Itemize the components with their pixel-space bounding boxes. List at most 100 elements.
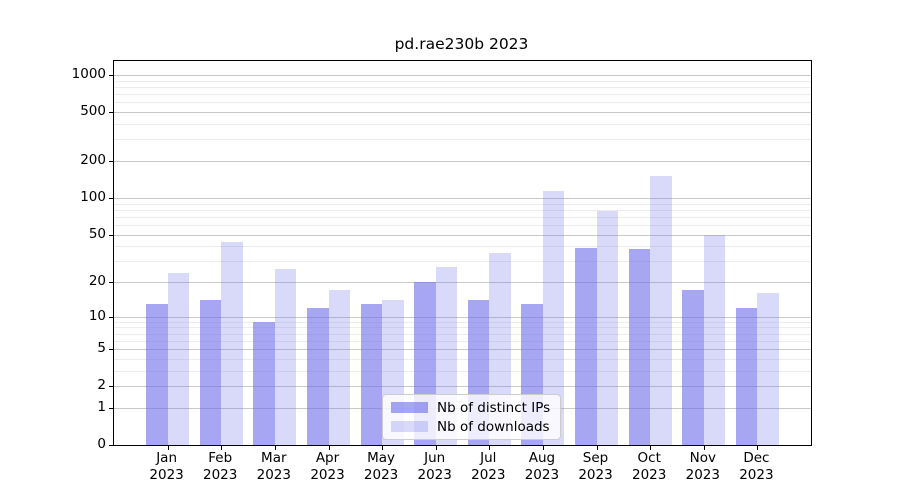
y-axis-tick-label: 10 (88, 307, 106, 324)
y-axis-tick-label: 1000 (71, 66, 106, 82)
gridline-minor (114, 340, 811, 342)
bar-downloads (757, 293, 779, 445)
gridline-minor (114, 261, 811, 263)
gridline-major (114, 386, 811, 388)
legend-label-distinct-ips: Nb of distinct IPs (437, 399, 551, 416)
gridline-minor (114, 203, 811, 205)
y-tick-mark (109, 282, 114, 283)
x-tick-mark (703, 445, 705, 450)
x-axis-tick-label: Jan 2023 (149, 450, 184, 484)
gridline-minor (114, 124, 811, 125)
gridline-minor (114, 333, 811, 335)
y-tick-mark (109, 75, 114, 76)
gridline-minor (114, 216, 811, 218)
plot-area: Nb of distinct IPs Nb of downloads (109, 60, 812, 450)
gridline-major (114, 349, 811, 351)
x-tick-mark (435, 445, 437, 450)
x-tick-mark (382, 445, 384, 450)
y-axis-tick-label: 0 (97, 436, 106, 452)
x-axis-tick-label: Jul 2023 (471, 450, 506, 484)
x-tick-mark (274, 445, 276, 450)
x-tick-mark (542, 445, 544, 450)
gridline-minor (114, 80, 811, 82)
x-tick-mark (221, 445, 223, 450)
legend-entry-downloads: Nb of downloads (391, 418, 550, 435)
y-axis-tick-label: 50 (88, 225, 106, 242)
y-tick-mark (109, 445, 114, 446)
bar-distinct-ips (735, 307, 758, 445)
y-axis-tick-label: 20 (88, 273, 106, 289)
bar-distinct-ips (253, 321, 275, 445)
bar-downloads (328, 290, 350, 445)
gridline-minor (114, 224, 811, 226)
x-axis-tick-label: May 2023 (363, 450, 399, 484)
y-tick-mark (109, 316, 114, 318)
bar-distinct-ips (199, 300, 222, 445)
legend-swatch-downloads (391, 421, 428, 432)
y-tick-mark (109, 349, 114, 351)
y-axis-tick-label: 200 (80, 152, 106, 168)
x-tick-mark (167, 445, 169, 450)
y-axis-tick-label: 5 (97, 340, 106, 357)
gridline-minor (114, 370, 811, 372)
y-axis-tick-label: 500 (80, 103, 106, 120)
gridline-minor (114, 139, 811, 141)
gridline-minor (114, 209, 811, 211)
bar-distinct-ips (575, 247, 597, 445)
bar-distinct-ips (307, 307, 329, 445)
gridline-minor (114, 327, 811, 329)
y-tick-mark (109, 234, 114, 236)
x-axis-tick-label: Apr 2023 (310, 450, 345, 484)
gridline-minor (114, 87, 811, 88)
bar-downloads (542, 190, 565, 445)
bar-distinct-ips (682, 290, 704, 445)
x-tick-mark (757, 445, 759, 450)
gridline-minor (114, 102, 811, 104)
chart-title: pd.rae230b 2023 (394, 35, 529, 53)
bar-downloads (703, 234, 726, 445)
gridline-major (114, 282, 811, 283)
y-tick-mark (109, 161, 114, 162)
gridline-minor (114, 321, 811, 323)
gridline-major (114, 197, 811, 199)
bar-distinct-ips (360, 303, 383, 445)
gridline-major (114, 112, 811, 114)
bar-downloads (274, 268, 297, 445)
gridline-minor (114, 94, 811, 96)
x-axis-tick-label: Feb 2023 (203, 450, 238, 484)
x-tick-mark (596, 445, 598, 450)
x-axis-tick-label: Aug 2023 (524, 450, 560, 484)
y-tick-mark (109, 112, 114, 114)
y-axis-tick-label: 100 (80, 188, 106, 205)
y-axis-tick-label: 1 (97, 398, 106, 415)
y-tick-mark (109, 197, 114, 199)
gridline-major (114, 75, 811, 76)
y-axis-tick-label: 2 (97, 377, 106, 394)
bar-downloads (167, 272, 190, 445)
x-axis-tick-label: Dec 2023 (739, 450, 774, 484)
gridline-major (114, 316, 811, 318)
x-axis-tick-label: Oct 2023 (632, 450, 667, 484)
y-tick-mark (109, 386, 114, 388)
legend-label-downloads: Nb of downloads (437, 418, 550, 435)
bar-downloads (596, 211, 618, 445)
bar-distinct-ips (628, 248, 651, 445)
x-axis-tick-label: Mar 2023 (256, 450, 291, 484)
x-axis-tick-label: Sep 2023 (578, 450, 613, 484)
bar-distinct-ips (146, 303, 168, 445)
legend: Nb of distinct IPs Nb of downloads (382, 394, 562, 440)
x-axis-tick-label: Nov 2023 (685, 450, 720, 484)
gridline-major (114, 234, 811, 236)
x-tick-mark (328, 445, 330, 450)
bar-downloads (221, 242, 243, 445)
gridline-minor (114, 358, 811, 360)
gridline-major (114, 161, 811, 162)
x-tick-mark (650, 445, 652, 450)
legend-entry-distinct-ips: Nb of distinct IPs (391, 399, 551, 416)
y-tick-mark (109, 407, 114, 409)
x-tick-mark (489, 445, 491, 450)
bar-downloads (650, 176, 672, 445)
legend-swatch-distinct-ips (391, 402, 428, 413)
gridline-minor (114, 246, 811, 248)
